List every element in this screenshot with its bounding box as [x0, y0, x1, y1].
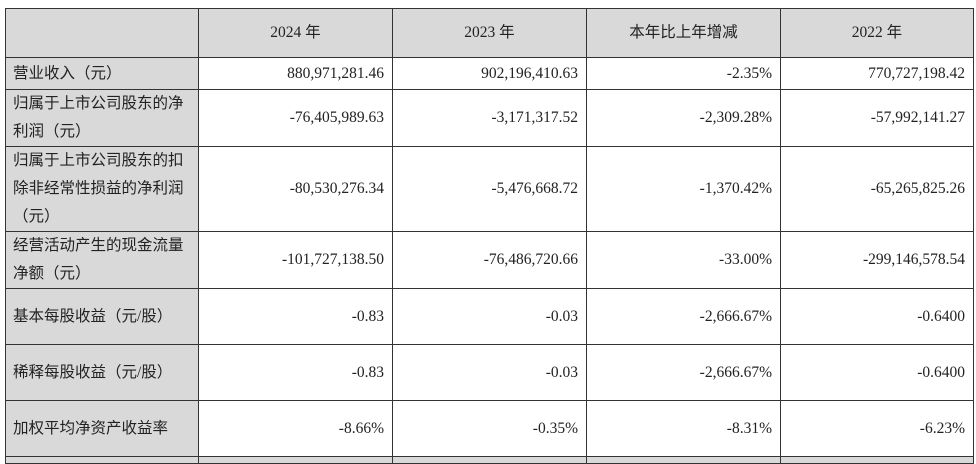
row-label: 归属于上市公司股东的净利润（元） [5, 89, 199, 147]
cell-value: 770,727,198.42 [780, 57, 974, 90]
header-2024: 2024 年 [198, 8, 393, 58]
cell-value: -0.83 [198, 288, 393, 345]
cell-value: 880,971,281.46 [198, 57, 393, 90]
row-label: 稀释每股收益（元/股） [5, 344, 199, 401]
financial-summary-table: 2024 年 2023 年 本年比上年增减 2022 年 营业收入（元） 880… [5, 8, 974, 464]
table-row: 归属于上市公司股东的扣除非经常性损益的净利润（元） -80,530,276.34… [5, 146, 974, 232]
cell-value: -0.83 [198, 344, 393, 401]
cutoff-cell [198, 456, 393, 464]
cell-value: -3,171,317.52 [392, 89, 587, 147]
row-label: 营业收入（元） [5, 57, 199, 90]
row-label: 归属于上市公司股东的扣除非经常性损益的净利润（元） [5, 146, 199, 232]
header-change: 本年比上年增减 [586, 8, 781, 58]
table-row: 基本每股收益（元/股） -0.83 -0.03 -2,666.67% -0.64… [5, 288, 974, 345]
cell-value: -65,265,825.26 [780, 146, 974, 232]
cutoff-cell [586, 456, 781, 464]
row-label: 基本每股收益（元/股） [5, 288, 199, 345]
cell-value: -2.35% [586, 57, 781, 90]
cell-value: 902,196,410.63 [392, 57, 587, 90]
header-2022: 2022 年 [780, 8, 974, 58]
cell-value: -101,727,138.50 [198, 231, 393, 289]
cell-value: -6.23% [780, 400, 974, 457]
table-row: 经营活动产生的现金流量净额（元） -101,727,138.50 -76,486… [5, 231, 974, 289]
cell-value: -80,530,276.34 [198, 146, 393, 232]
cutoff-cell [392, 456, 587, 464]
cell-value: -0.03 [392, 288, 587, 345]
cell-value: -299,146,578.54 [780, 231, 974, 289]
cell-value: -2,666.67% [586, 344, 781, 401]
cell-value: -1,370.42% [586, 146, 781, 232]
row-label: 加权平均净资产收益率 [5, 400, 199, 457]
cell-value: -0.35% [392, 400, 587, 457]
cell-value: -33.00% [586, 231, 781, 289]
cell-value: -2,309.28% [586, 89, 781, 147]
cell-value: -57,992,141.27 [780, 89, 974, 147]
cell-value: -0.6400 [780, 288, 974, 345]
cell-value: -76,486,720.66 [392, 231, 587, 289]
cell-value: -0.03 [392, 344, 587, 401]
header-corner [5, 8, 199, 58]
table-row: 营业收入（元） 880,971,281.46 902,196,410.63 -2… [5, 57, 974, 90]
cell-value: -5,476,668.72 [392, 146, 587, 232]
table-row: 稀释每股收益（元/股） -0.83 -0.03 -2,666.67% -0.64… [5, 344, 974, 401]
table-row: 归属于上市公司股东的净利润（元） -76,405,989.63 -3,171,3… [5, 89, 974, 147]
cell-value: -8.31% [586, 400, 781, 457]
cell-value: -76,405,989.63 [198, 89, 393, 147]
row-label: 经营活动产生的现金流量净额（元） [5, 231, 199, 289]
header-2023: 2023 年 [392, 8, 587, 58]
cell-value: -2,666.67% [586, 288, 781, 345]
cell-value: -0.6400 [780, 344, 974, 401]
header-row: 2024 年 2023 年 本年比上年增减 2022 年 [5, 8, 974, 58]
cell-value: -8.66% [198, 400, 393, 457]
cutoff-cell [780, 456, 974, 464]
cutoff-cell [5, 456, 199, 464]
table-row-cutoff [5, 456, 974, 464]
table-row: 加权平均净资产收益率 -8.66% -0.35% -8.31% -6.23% [5, 400, 974, 457]
